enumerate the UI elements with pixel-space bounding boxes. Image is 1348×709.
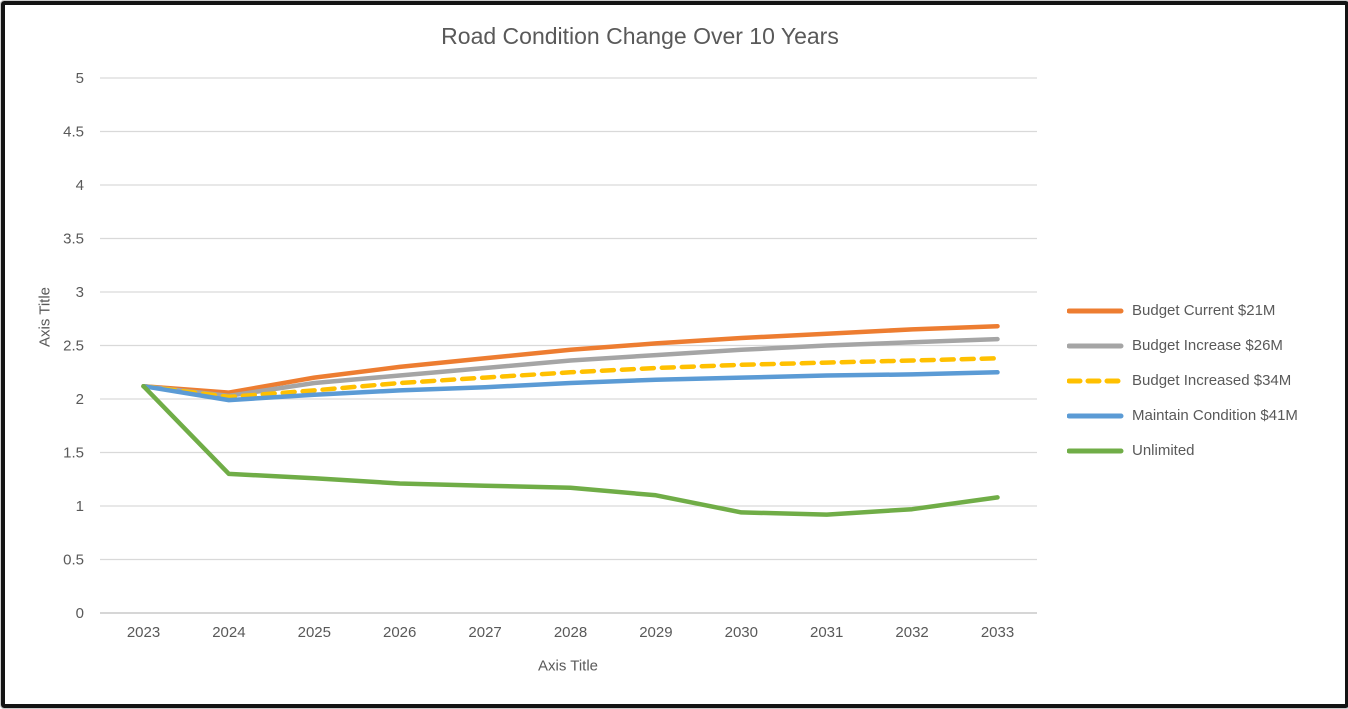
x-tick-label: 2028	[554, 624, 587, 641]
legend-item: Unlimited	[1067, 433, 1298, 468]
legend-label: Budget Increase $26M	[1132, 337, 1283, 354]
y-tick-label: 4	[76, 177, 84, 194]
chart-title: Road Condition Change Over 10 Years	[441, 23, 839, 49]
legend-item: Budget Increase $26M	[1067, 328, 1298, 363]
y-tick-label: 1	[76, 498, 84, 515]
legend-label: Maintain Condition $41M	[1132, 407, 1298, 424]
y-tick-label: 5	[76, 70, 84, 87]
x-tick-label: 2029	[639, 624, 672, 641]
x-tick-label: 2025	[298, 624, 331, 641]
y-tick-label: 0.5	[63, 552, 84, 569]
legend-label: Unlimited	[1132, 442, 1195, 459]
legend-swatch	[1067, 413, 1124, 418]
x-tick-label: 2024	[212, 624, 245, 641]
x-tick-label: 2032	[895, 624, 928, 641]
series-line-3	[141, 370, 1000, 403]
legend-swatch	[1067, 343, 1124, 348]
series-line-4	[141, 383, 1000, 517]
legend-item: Budget Increased $34M	[1067, 363, 1298, 398]
legend-label: Budget Current $21M	[1132, 302, 1276, 319]
plot-area: 0 0.5 1 1.5 2 2.5 3 3.5 4 4.5 5 2023 2024 2025 2026 202…	[63, 70, 1037, 641]
y-tick-label: 3	[76, 284, 84, 301]
y-tick-label: 2	[76, 391, 84, 408]
y-tick-label: 3.5	[63, 231, 84, 248]
series-line-2	[141, 356, 1000, 400]
x-tick-label: 2033	[981, 624, 1014, 641]
y-axis-title: Axis Title	[36, 286, 54, 348]
y-tick-label: 2.5	[63, 338, 84, 355]
legend-label: Budget Increased $34M	[1132, 372, 1292, 389]
legend-item: Maintain Condition $41M	[1067, 398, 1298, 433]
x-tick-label: 2027	[468, 624, 501, 641]
legend-swatch	[1067, 448, 1124, 453]
x-axis-title: Axis Title	[537, 657, 599, 675]
x-tick-label: 2031	[810, 624, 843, 641]
legend: Budget Current $21M Budget Increase $26M B…	[1067, 293, 1298, 468]
legend-item: Budget Current $21M	[1067, 293, 1298, 328]
legend-swatch	[1067, 308, 1124, 313]
x-tick-label: 2023	[127, 624, 160, 641]
series-line-1	[141, 336, 1000, 399]
x-tick-label: 2026	[383, 624, 416, 641]
legend-swatch	[1067, 378, 1124, 383]
series-line-0	[141, 323, 1000, 395]
x-tick-label: 2030	[725, 624, 758, 641]
y-tick-label: 1.5	[63, 445, 84, 462]
y-tick-label: 4.5	[63, 124, 84, 141]
y-tick-label: 0	[76, 605, 84, 622]
